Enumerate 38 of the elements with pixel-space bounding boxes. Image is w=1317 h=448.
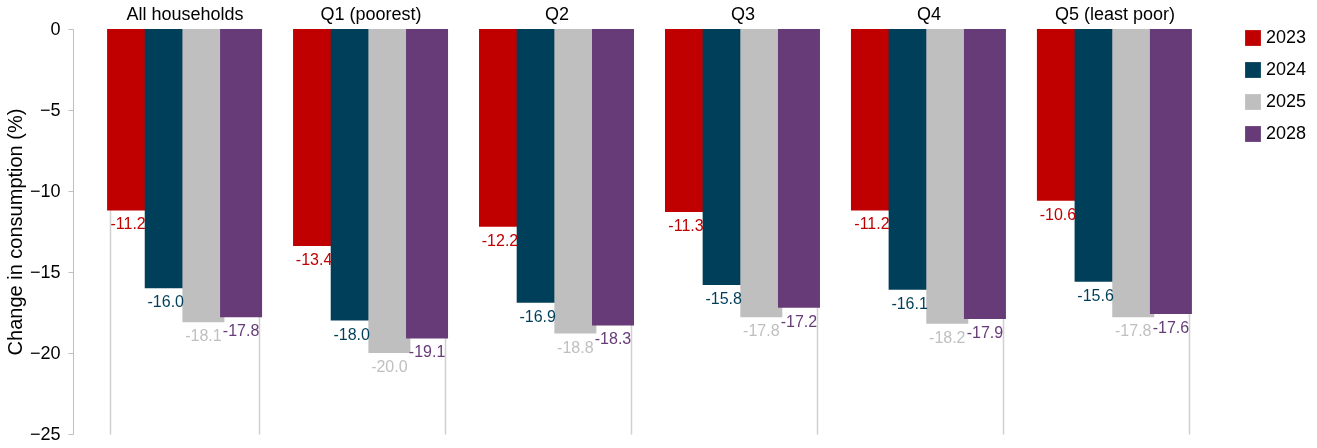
x-tick-label: Q2 bbox=[545, 3, 570, 24]
y-tick-label: 0 bbox=[50, 18, 61, 39]
data-label: -16.9 bbox=[519, 307, 557, 325]
y-axis-title: Change in consumption (%) bbox=[3, 108, 26, 356]
data-label: -17.8 bbox=[1115, 322, 1152, 340]
data-label: -19.1 bbox=[408, 343, 446, 361]
legend-label: 2024 bbox=[1266, 59, 1307, 79]
data-label: -18.1 bbox=[185, 327, 222, 345]
y-tick-label: −20 bbox=[29, 342, 61, 363]
data-label: -11.2 bbox=[854, 215, 890, 233]
data-label: -17.9 bbox=[966, 323, 1004, 341]
data-label: -17.8 bbox=[743, 322, 780, 340]
data-label: -20.0 bbox=[371, 358, 408, 375]
y-tick-label: −15 bbox=[29, 261, 61, 282]
legend-label: 2028 bbox=[1266, 123, 1307, 143]
data-label: -16.1 bbox=[891, 294, 928, 312]
data-label: -18.0 bbox=[333, 325, 371, 343]
y-tick-label: −25 bbox=[29, 423, 61, 444]
data-label: -11.2 bbox=[110, 215, 146, 233]
x-tick-label: Q1 (poorest) bbox=[320, 3, 422, 24]
data-label: -17.2 bbox=[780, 312, 818, 330]
data-label: -18.2 bbox=[929, 328, 966, 346]
data-label: -18.3 bbox=[594, 330, 632, 348]
legend-label: 2023 bbox=[1266, 27, 1307, 47]
legend-label: 2025 bbox=[1266, 91, 1307, 111]
y-tick-label: −5 bbox=[39, 99, 61, 120]
data-label: -11.3 bbox=[668, 217, 704, 235]
y-tick-label: −10 bbox=[29, 180, 61, 201]
x-tick-label: Q5 (least poor) bbox=[1054, 3, 1175, 24]
x-tick-label: All households bbox=[126, 3, 244, 24]
data-label: -16.0 bbox=[147, 293, 185, 311]
data-label: -15.6 bbox=[1077, 286, 1114, 304]
data-label: -18.8 bbox=[557, 338, 594, 356]
x-tick-label: Q3 bbox=[730, 3, 755, 24]
x-tick-label: Q4 bbox=[916, 3, 941, 24]
data-label: -17.6 bbox=[1152, 319, 1190, 337]
data-label: -17.8 bbox=[222, 322, 260, 340]
data-label: -15.8 bbox=[705, 289, 742, 307]
